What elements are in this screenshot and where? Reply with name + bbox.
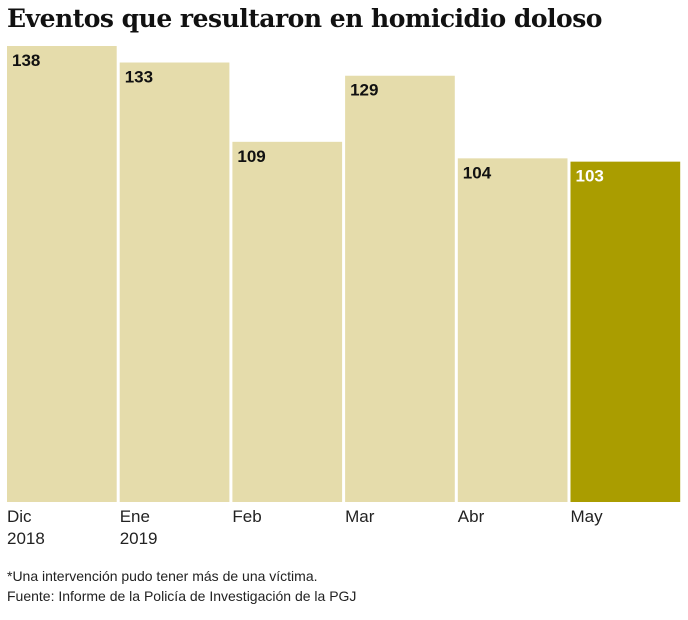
source: Fuente: Informe de la Policía de Investi… (7, 588, 357, 604)
x-tick-label: Feb (232, 507, 262, 526)
value-label: 133 (125, 68, 153, 87)
bar (7, 46, 117, 502)
value-label: 109 (237, 147, 265, 166)
bar (457, 158, 568, 502)
bar (345, 75, 455, 502)
x-tick-label: Abr (457, 507, 485, 526)
chart-title: Eventos que resultaron en homicidio dolo… (7, 4, 602, 33)
x-tick-label: Dic 2018 (7, 507, 45, 548)
x-tick-label: May (570, 507, 603, 526)
value-label: 129 (350, 81, 378, 100)
value-label: 103 (576, 167, 604, 186)
x-tick-label: Mar (345, 507, 375, 526)
bar (570, 161, 681, 503)
bar (119, 62, 230, 503)
value-label: 104 (463, 163, 492, 182)
x-tick-label: Ene 2019 (119, 507, 158, 548)
footnote: *Una intervención pudo tener más de una … (7, 568, 318, 584)
bar (232, 141, 343, 502)
value-label: 138 (12, 51, 40, 70)
